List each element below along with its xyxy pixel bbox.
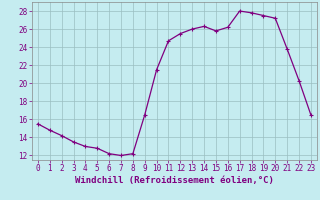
X-axis label: Windchill (Refroidissement éolien,°C): Windchill (Refroidissement éolien,°C) [75,176,274,185]
